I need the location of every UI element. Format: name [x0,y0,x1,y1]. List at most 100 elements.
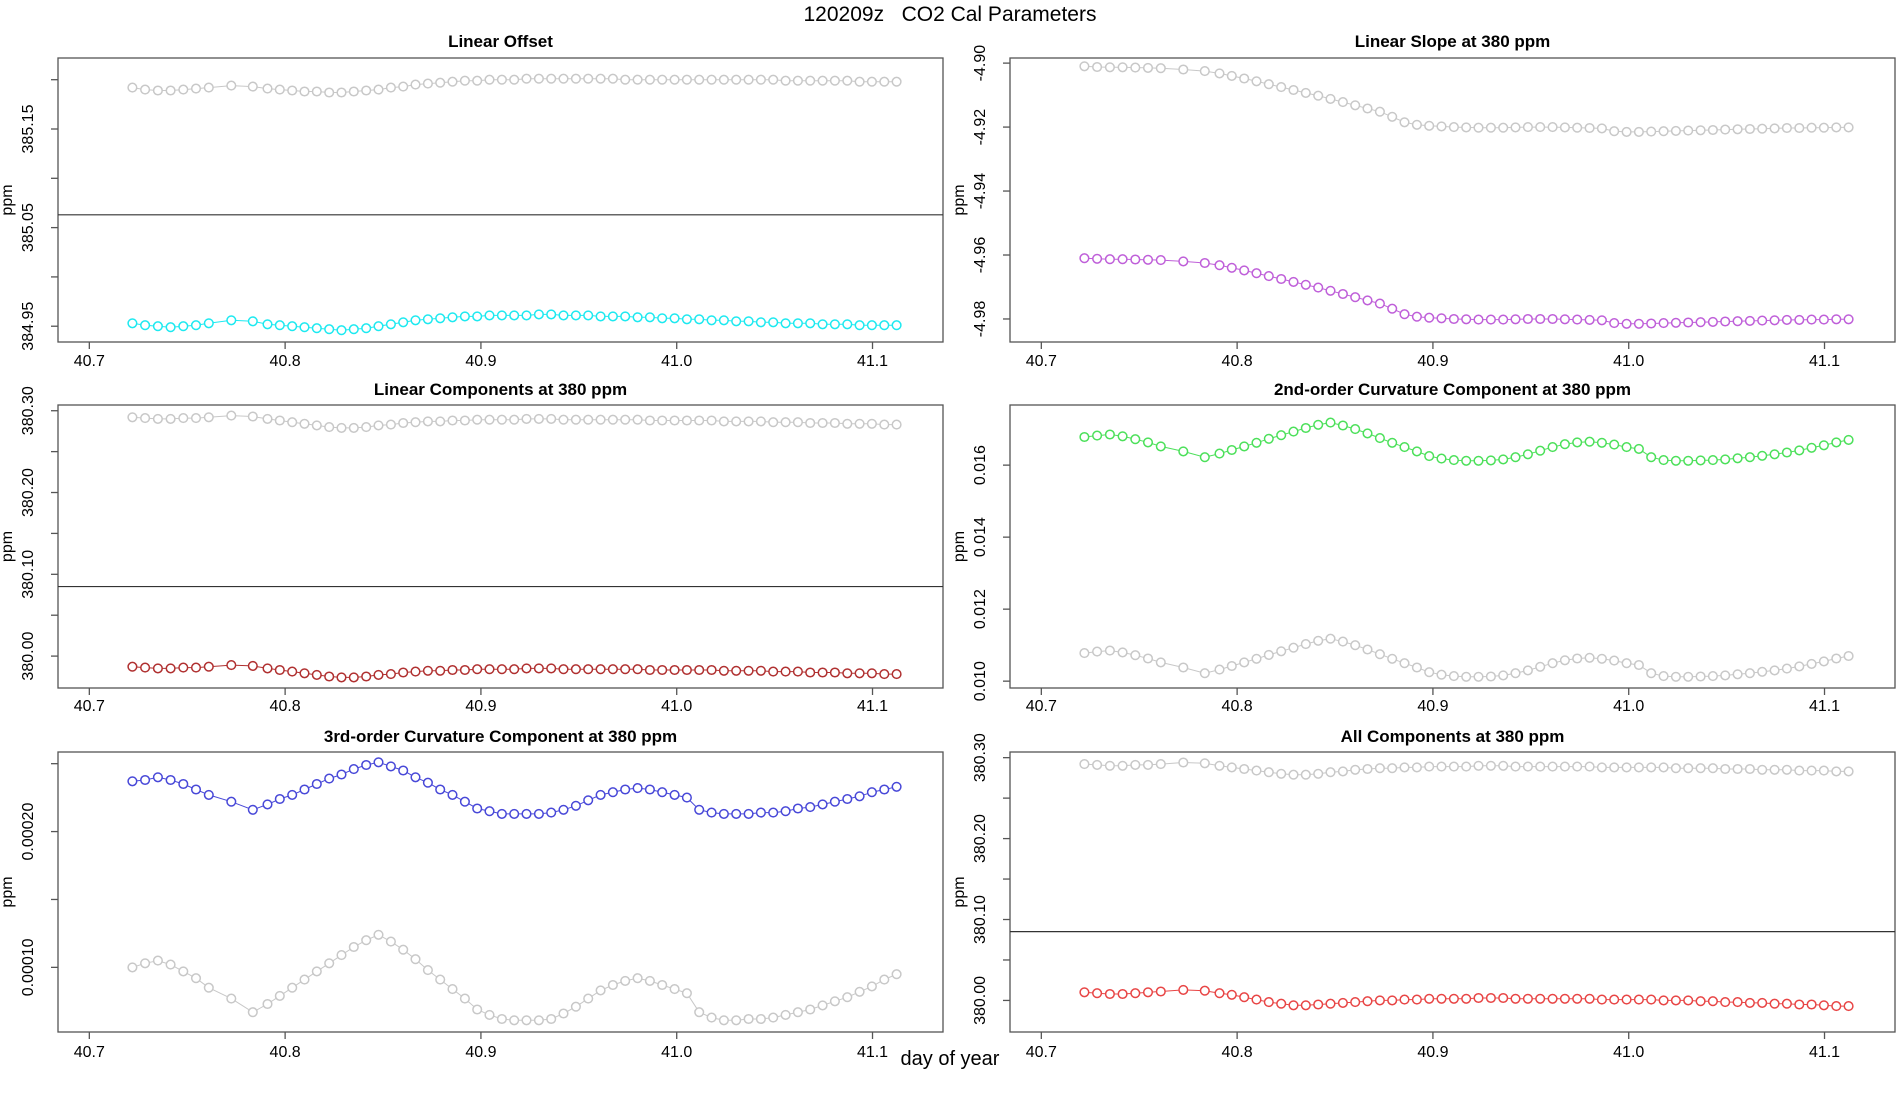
data-point [1251,268,1262,279]
panel-linear-components: Linear Components at 380 ppm 40.7 40.8 40.9… [0,380,944,715]
data-point [1683,995,1694,1006]
data-point [768,666,779,677]
data-point [484,1009,495,1020]
data-point [743,1013,754,1025]
data-point [447,312,458,323]
data-point [1794,122,1805,134]
data-point [1461,993,1472,1004]
data-point [1522,761,1533,772]
data-point [1436,121,1447,132]
data-point [854,668,865,679]
data-point [1732,316,1743,327]
x-tick-label: 41.1 [857,698,888,715]
data-point [570,73,581,84]
data-point [1424,993,1435,1004]
data-point [140,320,151,331]
panel-linear-slope: Linear Slope at 380 ppm 40.7 40.8 40.9 41.0 4… [951,32,1896,370]
data-point [1276,430,1287,441]
data-point [595,985,606,996]
data-point [755,317,766,328]
data-point [1744,123,1755,135]
data-point [1226,660,1237,672]
data-point [1399,117,1410,128]
data-point [1079,253,1090,264]
data-point [620,784,631,795]
data-point [1424,667,1435,678]
data-point [1535,445,1546,456]
data-point [1350,100,1361,111]
data-point [496,74,507,85]
x-tick-label: 40.8 [270,1044,301,1061]
y-axis-label: ppm [0,876,16,907]
data-point [817,75,828,86]
data-point [127,318,138,329]
data-point [805,75,816,86]
data-point [287,321,298,332]
data-point [410,315,421,326]
data-point [1769,998,1780,1009]
x-tick-label: 40.9 [465,698,496,715]
data-point [1683,455,1694,466]
data-point [324,671,335,682]
data-point [299,668,310,679]
x-tick-label: 41.1 [1809,353,1840,370]
data-point [398,317,409,328]
data-point [792,803,803,814]
x-tick-label: 40.7 [1026,698,1057,715]
data-point [509,1015,520,1026]
series-offset [127,309,902,336]
data-point [287,666,298,677]
data-point [447,789,458,800]
data-point [780,75,791,86]
data-point [805,417,816,429]
series-linear-component [127,660,902,683]
data-point [1350,764,1361,775]
data-point [178,778,189,790]
data-point [706,807,717,818]
data-point [1707,455,1718,466]
data-point [1214,988,1225,999]
data-point [842,75,853,86]
data-point [706,315,717,326]
data-point [274,793,285,805]
data-point [247,660,258,671]
data-point [1350,997,1361,1008]
x-tick-label: 41.0 [1613,698,1644,715]
data-point [1535,313,1546,325]
data-point [140,84,151,95]
data-point [459,311,470,322]
data-point [203,412,214,423]
data-point [1658,995,1669,1006]
data-point [1199,758,1210,769]
data-point [1769,665,1780,676]
x-tick-label: 40.9 [1417,353,1448,370]
data-point [1707,996,1718,1007]
data-point [1362,763,1373,775]
data-point [1276,768,1287,779]
data-point [768,417,779,428]
y-tick-label: 0.014 [972,517,989,557]
data-point [583,73,594,84]
data-point [226,315,237,326]
data-point [1744,763,1755,775]
data-point [435,974,446,985]
data-point [447,984,458,995]
data-point [226,993,237,1004]
data-point [607,311,618,322]
data-point [509,808,520,819]
data-point [1436,669,1447,680]
data-point [422,777,433,788]
data-point [496,414,507,425]
data-point [1325,767,1336,778]
data-point [1695,671,1706,682]
data-point [1670,671,1681,682]
data-point [1646,762,1657,773]
data-point [1387,653,1398,664]
data-point [1559,122,1570,133]
data-point [1559,314,1570,325]
data-point [1522,313,1533,325]
data-point [1104,760,1115,771]
data-point [1498,314,1509,325]
data-point [1142,653,1154,664]
data-point [657,74,668,85]
